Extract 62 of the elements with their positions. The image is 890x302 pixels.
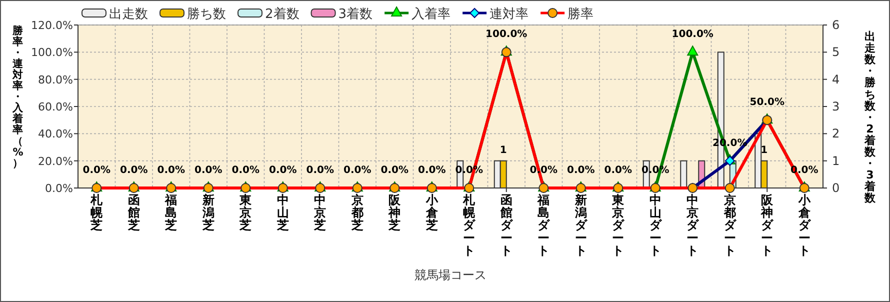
legend-label: 2着数 [265, 6, 300, 22]
text: 勝率・連対率・入着率（%） [12, 25, 24, 170]
data-label: 0.0% [82, 165, 110, 176]
x-tick-label: 阪神芝 [388, 193, 402, 232]
data-label: 0.0% [344, 165, 372, 176]
y2-tick-label: 4 [832, 72, 840, 86]
y2-tick-label: 0 [832, 181, 840, 195]
legend-label: 勝率 [568, 6, 594, 22]
x-tick-label: 東京ダート [611, 193, 626, 258]
data-label: 0.0% [232, 165, 260, 176]
x-tick-label: 札幌芝 [90, 193, 104, 232]
x-tick-label: 阪神ダート [760, 193, 774, 258]
x-tick-label: 中京ダート [686, 193, 700, 258]
data-label: 100.0% [486, 29, 528, 40]
legend-label: 入着率 [412, 6, 451, 22]
y2-tick-label: 3 [832, 100, 840, 114]
data-label: 1 [500, 144, 507, 156]
y2-tick-label: 6 [832, 18, 840, 32]
x-tick-label: 京都ダート [722, 193, 737, 258]
y-tick-label: 40.0% [38, 128, 73, 141]
y2-tick-label: 2 [832, 126, 840, 141]
data-label: 0.0% [194, 165, 222, 176]
y2-tick-label: 5 [832, 45, 840, 60]
x-axis-title: 競馬場コース [414, 268, 486, 282]
x-tick-label: 函館芝 [126, 193, 140, 232]
data-label: 50.0% [750, 97, 784, 108]
data-label: 0.0% [306, 165, 334, 176]
x-tick-label: 中京芝 [313, 193, 326, 232]
legend-label: 3着数 [338, 6, 373, 22]
point [687, 46, 698, 56]
y-tick-label: 0.0% [45, 182, 73, 195]
y-tick-label: 80.0% [38, 73, 73, 86]
data-label: 0.0% [380, 165, 408, 176]
x-tick-label: 小倉芝 [424, 193, 439, 232]
x-tick-label: 新潟ダート [574, 193, 588, 258]
x-tick-label: 東京芝 [238, 193, 253, 232]
x-tick-label: 新潟芝 [201, 193, 214, 232]
data-label: 0.0% [120, 165, 148, 176]
y-tick-label: 100.0% [31, 46, 73, 60]
x-tick-label: 中山ダート [649, 193, 662, 258]
x-tick-label: 札幌ダート [462, 193, 476, 258]
data-label: 0.0% [269, 165, 297, 176]
data-label: 0.0% [157, 165, 185, 176]
legend-label: 出走数 [109, 7, 148, 22]
x-tick-label: 京都芝 [350, 193, 364, 232]
legend-label: 連対率 [490, 6, 529, 22]
data-label: 1 [760, 144, 768, 156]
data-label: 100.0% [672, 29, 714, 40]
y2-tick-label: 1 [832, 154, 840, 168]
data-label: 0.0% [604, 165, 632, 176]
y-tick-label: 20.0% [38, 154, 73, 168]
x-tick-label: 小倉ダート [797, 193, 812, 258]
y-tick-label: 60.0% [38, 100, 73, 114]
x-tick-label: 函館ダート [499, 193, 514, 258]
x-tick-label: 福島ダート [536, 193, 551, 258]
text: 出走数・勝ち数・2着数・3着数 [864, 30, 876, 205]
data-label: 0.0% [418, 165, 446, 176]
x-tick-label: 福島芝 [164, 193, 178, 232]
legend-label: 勝ち数 [187, 7, 226, 22]
x-tick-label: 中山芝 [276, 193, 289, 232]
data-label: 0.0% [567, 165, 595, 176]
y-tick-label: 120.0% [31, 19, 73, 32]
